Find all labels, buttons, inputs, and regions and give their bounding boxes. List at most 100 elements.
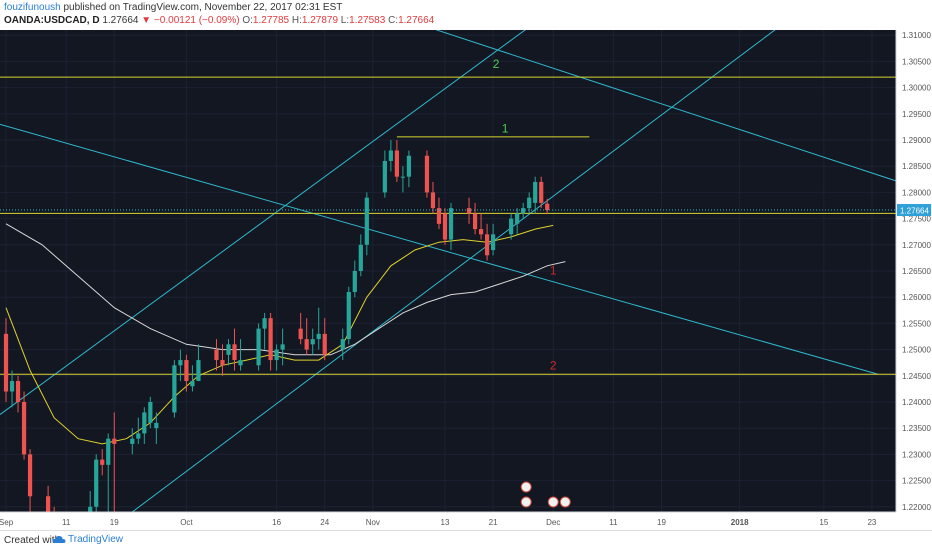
created-with-text: Created with — [4, 535, 61, 546]
price-tick-label: 1.28000 — [902, 188, 931, 197]
candle-body — [274, 349, 279, 361]
candle-body — [406, 155, 412, 177]
annotation-label: 2 — [550, 358, 557, 372]
candle-body — [509, 218, 514, 235]
symbol-label: OANDA:USDCAD, D — [4, 15, 100, 26]
annotation-label: 1 — [502, 122, 509, 136]
candle-body — [430, 192, 436, 209]
candle-body — [214, 349, 219, 361]
price-tick-label: 1.23500 — [902, 424, 931, 433]
low-label: L: — [340, 15, 350, 26]
event-marker-icon — [547, 496, 559, 508]
candle-body — [484, 234, 490, 256]
candle-body — [220, 360, 225, 366]
candle-body — [466, 208, 472, 214]
time-axis-background — [0, 512, 896, 530]
price-axis-background — [896, 30, 932, 530]
candle-body — [106, 438, 111, 465]
open-label: O: — [242, 15, 253, 26]
candle-body — [142, 412, 147, 434]
price-tick-label: 1.26000 — [902, 293, 931, 302]
price-tick-label: 1.27000 — [902, 241, 931, 250]
candle-body — [340, 339, 345, 350]
price-tick-label: 1.23000 — [902, 450, 931, 459]
publish-text: published on TradingView.com, November 2… — [63, 2, 343, 13]
time-tick-label: 19 — [657, 518, 666, 527]
trend-line — [0, 30, 526, 415]
candle-body — [388, 150, 393, 161]
candle-body — [478, 229, 484, 235]
price-tick-label: 1.22000 — [902, 503, 931, 512]
candle-body — [490, 234, 496, 251]
price-tick-label: 1.25000 — [902, 346, 931, 355]
time-tick-label: 11 — [62, 518, 71, 527]
close-label: C: — [388, 15, 399, 26]
candle-body — [545, 203, 550, 211]
price-tick-label: 1.24500 — [902, 372, 931, 381]
candle-body — [310, 339, 315, 345]
candle-body — [442, 213, 448, 240]
time-tick-label: Dec — [546, 518, 560, 527]
time-tick-label: 16 — [272, 518, 281, 527]
candle-body — [46, 496, 51, 512]
time-tick-label: 13 — [441, 518, 450, 527]
last-price: 1.27664 — [102, 15, 139, 26]
tradingview-brand: TradingView — [68, 534, 124, 545]
candle-body — [382, 160, 387, 193]
candle-body — [352, 271, 357, 292]
close-value: 1.27664 — [398, 15, 435, 26]
candle-body — [94, 459, 99, 507]
price-tick-label: 1.29500 — [902, 110, 931, 119]
price-chart[interactable]: 21121.310001.305001.300001.295001.290001… — [0, 30, 932, 530]
trend-line — [131, 30, 776, 512]
candle-body — [9, 381, 15, 392]
time-tick-label: 15 — [819, 518, 828, 527]
candle-body — [358, 244, 363, 271]
candle-body — [178, 360, 183, 366]
candle-body — [172, 365, 177, 413]
time-tick-label: 24 — [320, 518, 329, 527]
annotation-label: 1 — [550, 264, 557, 278]
time-tick-label: 2018 — [731, 518, 749, 527]
candle-body — [448, 208, 454, 240]
candle-body — [154, 422, 159, 429]
event-marker-icon — [559, 496, 571, 508]
time-tick-label: Nov — [366, 518, 380, 527]
time-tick-label: 11 — [609, 518, 618, 527]
price-tick-label: 1.26500 — [902, 267, 931, 276]
candle-body — [262, 318, 267, 329]
price-tick-label: 1.24000 — [902, 398, 931, 407]
candle-body — [27, 454, 33, 497]
annotation-label: 2 — [493, 57, 500, 71]
time-tick-label: 19 — [110, 518, 119, 527]
candle-body — [364, 197, 369, 245]
candle-body — [316, 333, 321, 340]
ohlc-legend: OANDA:USDCAD, D 1.27664 ▼ −0.00121 (−0.0… — [4, 15, 434, 26]
trend-line — [435, 30, 896, 182]
candle-body — [148, 401, 153, 423]
candle-body — [322, 333, 327, 355]
event-marker-icon — [520, 496, 532, 508]
candle-body — [424, 155, 430, 193]
candle-body — [100, 459, 105, 465]
chart-header: fouzifunoush published on TradingView.co… — [0, 0, 932, 30]
candle-body — [515, 213, 520, 224]
publish-info: fouzifunoush published on TradingView.co… — [4, 2, 342, 13]
time-tick-label: Oct — [180, 518, 193, 527]
candle-body — [130, 438, 135, 444]
trend-line — [0, 123, 879, 375]
author-link[interactable]: fouzifunoush — [4, 2, 61, 13]
price-tick-label: 1.30000 — [902, 84, 931, 93]
tradingview-logo[interactable]: TradingView — [52, 534, 123, 545]
time-tick-label: Sep — [0, 518, 14, 527]
price-tick-label: 1.29000 — [902, 136, 931, 145]
candle-body — [436, 208, 442, 224]
candle-body — [3, 333, 9, 392]
current-price-tag — [897, 204, 931, 217]
candle-body — [136, 433, 141, 439]
high-label: H: — [291, 15, 302, 26]
candle-body — [533, 181, 538, 203]
change-value: ▼ −0.00121 (−0.09%) — [141, 15, 240, 26]
candle-body — [232, 344, 237, 361]
price-tick-label: 1.28500 — [902, 162, 931, 171]
